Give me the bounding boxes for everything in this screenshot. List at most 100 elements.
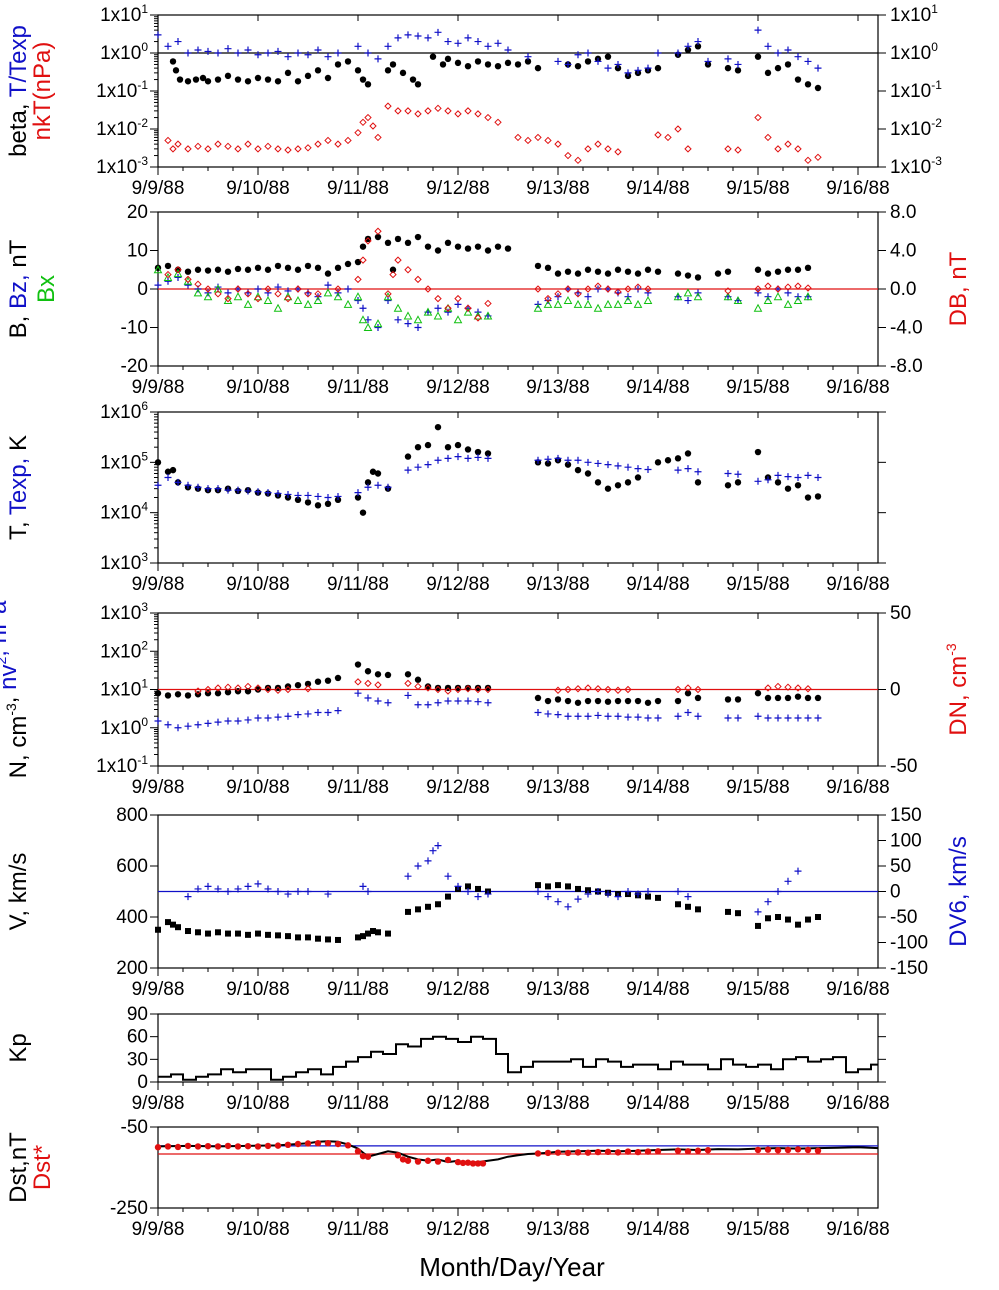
series-red-point (294, 1140, 302, 1148)
x-tick-label: 9/15/88 (726, 178, 789, 199)
series-blue-point (234, 717, 242, 725)
series-blue-point (684, 893, 692, 901)
series-blue-point (564, 903, 572, 911)
series-blue-point (634, 285, 642, 293)
series-red-point (264, 685, 272, 694)
series-red-point (394, 107, 402, 115)
series-red-point (444, 304, 452, 312)
series-green-point (323, 288, 333, 297)
series-blue-point (594, 888, 602, 895)
series-red-point (479, 1160, 487, 1167)
series-black-point (304, 680, 312, 688)
series-red-point (304, 290, 312, 298)
series-red-point (604, 1148, 612, 1156)
series-black-point (264, 266, 272, 273)
series-black-point (514, 61, 522, 68)
series-blue-point (429, 847, 437, 855)
series-black-point (444, 239, 452, 246)
x-tick-label: 9/12/88 (426, 178, 489, 199)
y-tick-label: 10 (127, 241, 148, 262)
series-red-point (754, 113, 762, 122)
series-blue-point (384, 483, 392, 491)
series-red-point (674, 685, 682, 694)
y-tick-label: 60 (127, 1027, 148, 1048)
series-blue-point (404, 872, 412, 880)
series-black-point (365, 930, 371, 937)
series-black-point (295, 934, 301, 941)
series-blue-point (484, 42, 492, 50)
series-black-point (324, 74, 332, 82)
series-green-point (353, 292, 363, 301)
series-blue-point (224, 45, 232, 53)
series-blue-point (314, 709, 322, 717)
series-blue-point (359, 304, 367, 312)
series-blue-point (534, 709, 542, 717)
series-red-point (354, 678, 362, 686)
series-black-point (784, 266, 792, 273)
series-blue-point (194, 885, 202, 893)
series-green-point (723, 292, 733, 301)
series-green-point (613, 299, 623, 308)
x-tick-label: 9/14/88 (626, 777, 689, 798)
series-green-point (563, 295, 573, 305)
series-red-point (174, 1143, 182, 1151)
series-blue-point (594, 459, 602, 467)
series-red-point (414, 110, 422, 118)
series-red-point (554, 140, 562, 148)
series-red-point (424, 684, 432, 692)
series-black-point (604, 485, 612, 492)
series-red-point (564, 151, 572, 160)
series-red-point (194, 687, 202, 695)
series-red-point (234, 285, 242, 293)
series-blue-point (404, 31, 412, 39)
series-red-point (194, 142, 202, 151)
series-red-point (804, 284, 812, 292)
series-red-point (594, 140, 602, 148)
series-blue-point (794, 473, 802, 481)
series-black-point (604, 698, 612, 705)
series-red-point (184, 1142, 192, 1150)
series-green-point (333, 292, 343, 301)
series-red-point (344, 1142, 352, 1149)
series-blue-point (554, 898, 562, 906)
series-red-point (384, 290, 392, 298)
series-black-point (415, 906, 421, 913)
series-black-point (804, 494, 812, 501)
series-red-point (204, 285, 212, 293)
series-red-point (794, 145, 802, 153)
series-red-point (164, 1143, 172, 1150)
series-red-point (624, 1148, 632, 1155)
series-blue-point (564, 60, 572, 68)
series-blue-point (734, 714, 742, 722)
series-blue-point (204, 882, 212, 890)
series-blue-point (434, 456, 442, 464)
series-red-point (464, 304, 472, 312)
y2-tick-label: -4.0 (890, 318, 923, 339)
x-tick-label: 9/14/88 (626, 1093, 689, 1114)
series-black-point (176, 76, 184, 83)
series-blue-point (304, 51, 312, 59)
series-blue-point (284, 53, 292, 61)
series-blue-point (774, 49, 782, 57)
y-tick-label: 200 (116, 958, 148, 979)
series-blue-point (464, 888, 472, 895)
series-green-point (163, 272, 173, 281)
y2-tick-label: 4.0 (890, 241, 916, 262)
series-black-point (614, 697, 622, 705)
series-blue-point (454, 882, 462, 890)
series-red-point (234, 684, 242, 692)
y-tick-label: 1x10-1 (96, 753, 148, 777)
series-red-point (359, 256, 367, 264)
x-tick-label: 9/16/88 (826, 979, 889, 1000)
panel-density: 9/9/88 9/10/88 9/11/88 9/12/88 9/13/88 9/14/8… (0, 600, 972, 798)
series-red-point (814, 1147, 822, 1154)
series-red-point (784, 140, 792, 148)
series-blue-point (754, 712, 762, 720)
x-tick-label: 9/14/88 (626, 1219, 689, 1240)
series-blue-point (174, 38, 182, 46)
x-tick-label: 9/13/88 (526, 777, 589, 798)
series-red-point (314, 1140, 322, 1147)
series-red-point (474, 314, 482, 322)
y-axis-label: B, Bz, nT (5, 239, 32, 338)
series-red-point (584, 1149, 592, 1156)
